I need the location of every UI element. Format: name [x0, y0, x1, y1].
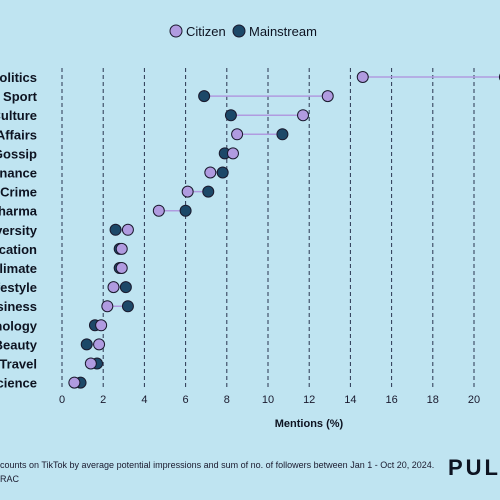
- mainstream-point-business: [121, 300, 134, 313]
- x-tick-label-2: 2: [100, 394, 106, 406]
- category-label-climate: Climate: [0, 261, 37, 276]
- citizen-point-gossip: [226, 147, 239, 160]
- category-label-n-affairs: n Affairs: [0, 127, 37, 142]
- citizen-point-crime: [181, 185, 194, 198]
- citizen-point-finance: [204, 166, 217, 179]
- citizen-point-climate: [115, 262, 128, 274]
- citizen-point-science: [68, 376, 81, 389]
- citizen-point-n-affairs: [231, 128, 244, 141]
- category-label-hnology: hnology: [0, 318, 38, 333]
- mainstream-point-finance: [216, 166, 229, 179]
- x-tick-label-12: 12: [303, 394, 315, 406]
- x-tick-label-16: 16: [385, 394, 397, 406]
- citizen-point-lifestyle: [107, 281, 120, 294]
- mainstream-point-n-affairs: [276, 128, 289, 141]
- x-tick-label-6: 6: [183, 394, 189, 406]
- legend-mainstream-marker: [232, 24, 246, 38]
- footer-line-1: counts on TikTok by average potential im…: [0, 460, 435, 470]
- citizen-point-culture: [297, 109, 310, 122]
- legend-citizen-label: Citizen: [186, 24, 226, 39]
- category-labels: Politics Sport Culture n Affairs Gossip Finan…: [0, 70, 38, 391]
- footer-note: counts on TikTok by average potential im…: [0, 458, 434, 486]
- citizen-point-travel: [84, 357, 97, 370]
- x-axis-ticks: 0 2 4 6 8 10 12 14 16 18 20: [59, 394, 480, 406]
- citizen-point-diversity: [121, 223, 134, 236]
- category-label-diversity: Diversity: [0, 223, 38, 238]
- grid-lines: [61, 68, 475, 390]
- citizen-point-sport: [321, 90, 334, 103]
- x-tick-label-14: 14: [344, 394, 356, 406]
- category-label-lifestyle: Lifestyle: [0, 280, 37, 295]
- mainstream-point-diversity: [109, 223, 122, 236]
- chart-legend: Citizen Mainstream: [169, 24, 317, 39]
- category-label-pharma: Pharma: [0, 204, 38, 219]
- legend-mainstream-label: Mainstream: [249, 24, 317, 39]
- mainstream-point-beauty: [80, 338, 93, 351]
- citizen-point-beauty: [93, 338, 106, 351]
- citizen-point-lucation: [115, 242, 128, 255]
- brand-logo: PULS: [448, 455, 500, 480]
- data-points: [68, 71, 500, 389]
- category-label-lucation: lucation: [0, 242, 37, 257]
- category-label-politics: Politics: [0, 70, 37, 85]
- connector-lines: [74, 76, 500, 384]
- mainstream-point-sport: [198, 90, 211, 103]
- x-tick-label-8: 8: [224, 394, 230, 406]
- x-tick-label-4: 4: [141, 394, 147, 406]
- mainstream-point-culture: [224, 109, 237, 122]
- category-label-finance: Finance: [0, 166, 37, 181]
- citizen-point-hnology: [95, 319, 108, 332]
- mainstream-point-crime: [202, 185, 215, 198]
- footer-line-2: RAC: [0, 474, 20, 484]
- x-tick-label-18: 18: [427, 394, 439, 406]
- category-label-beauty: Beauty: [0, 337, 38, 352]
- category-label-business: Business: [0, 299, 37, 314]
- category-label-culture: Culture: [0, 108, 37, 123]
- x-tick-label-10: 10: [262, 394, 274, 406]
- legend-citizen-marker: [169, 24, 183, 38]
- category-label-travel: Travel: [0, 357, 37, 372]
- citizen-point-business: [101, 300, 114, 313]
- citizen-point-pharma: [152, 204, 165, 217]
- citizen-point-politics: [356, 71, 369, 83]
- category-label-crime: Crime: [0, 185, 37, 200]
- x-axis-title: Mentions (%): [275, 418, 344, 430]
- category-label-gossip: Gossip: [0, 146, 37, 161]
- mainstream-point-lifestyle: [119, 281, 132, 294]
- x-tick-label-0: 0: [59, 394, 65, 406]
- category-label-science: Science: [0, 376, 37, 391]
- x-tick-label-20: 20: [468, 394, 480, 406]
- mainstream-point-pharma: [179, 204, 192, 217]
- category-label-sport: Sport: [3, 89, 38, 104]
